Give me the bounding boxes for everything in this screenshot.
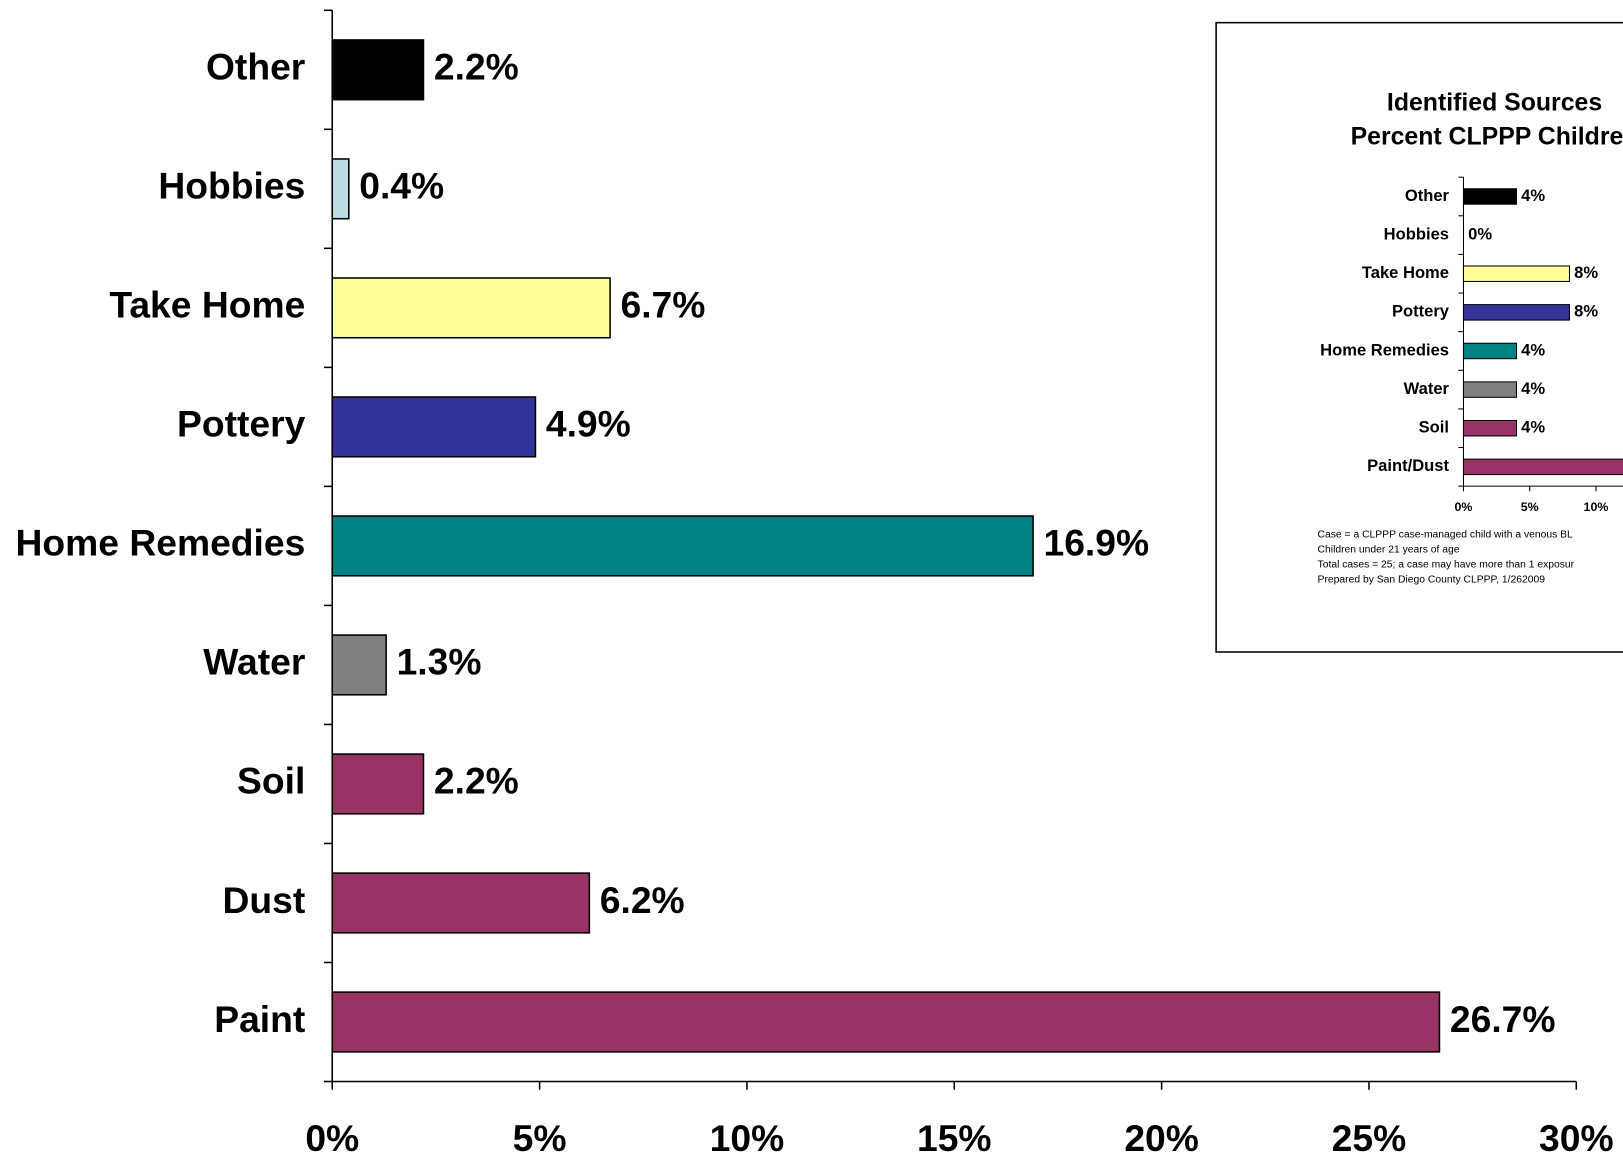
bar bbox=[331, 872, 591, 934]
bar bbox=[331, 634, 387, 696]
value-label: 16.9% bbox=[1043, 522, 1149, 564]
category-label: Paint/Dust bbox=[1367, 456, 1449, 475]
chart-group: 0% 5% 10% 15% 20% 25% 30% Other 2.2% Hobbies 0.4% T… bbox=[16, 9, 1623, 1159]
x-tick-label: 20% bbox=[1124, 1117, 1199, 1159]
value-label: 0% bbox=[1468, 224, 1492, 243]
category-label: Pottery bbox=[1392, 302, 1450, 321]
bar bbox=[331, 753, 425, 815]
bar bbox=[331, 39, 425, 101]
category-label: Soil bbox=[237, 760, 305, 802]
x-tick-label: 30% bbox=[1539, 1117, 1614, 1159]
inset-note: Total cases = 25; a case may have more t… bbox=[1318, 560, 1575, 571]
value-label: 26.7% bbox=[1450, 998, 1556, 1040]
x-tick-label: 25% bbox=[1332, 1117, 1407, 1159]
x-tick-label: 10% bbox=[710, 1117, 785, 1159]
category-label: Hobbies bbox=[158, 165, 305, 207]
value-label: 4.9% bbox=[546, 403, 631, 445]
value-label: 4% bbox=[1521, 340, 1545, 359]
inset-title: Percent CLPPP Children bbox=[1351, 124, 1623, 151]
x-tick-label: 15% bbox=[917, 1117, 992, 1159]
value-label: 8% bbox=[1574, 263, 1598, 282]
bar bbox=[1462, 304, 1570, 321]
bar bbox=[1462, 458, 1623, 476]
category-label: Dust bbox=[223, 879, 306, 921]
bar bbox=[1462, 381, 1517, 398]
x-tick-label: 5% bbox=[1521, 500, 1539, 514]
value-label: 6.2% bbox=[600, 879, 685, 921]
category-label: Home Remedies bbox=[16, 522, 306, 564]
bar bbox=[331, 515, 1034, 577]
bar bbox=[331, 158, 350, 220]
inset-note: Children under 21 years of age bbox=[1318, 544, 1460, 555]
bar bbox=[331, 277, 611, 339]
bar bbox=[331, 396, 537, 458]
category-label: Take Home bbox=[109, 284, 305, 326]
inset-title: Identified Sources bbox=[1387, 90, 1602, 117]
value-label: 1.3% bbox=[397, 641, 482, 683]
x-tick-label: 0% bbox=[1455, 500, 1473, 514]
category-label: Other bbox=[1405, 186, 1450, 205]
category-label: Water bbox=[1404, 379, 1450, 398]
bar bbox=[1462, 188, 1517, 205]
value-label: 4% bbox=[1521, 379, 1545, 398]
value-label: 6.7% bbox=[621, 284, 706, 326]
bar bbox=[1462, 342, 1517, 360]
x-tick-label: 0% bbox=[305, 1117, 359, 1159]
value-label: 2.2% bbox=[434, 46, 519, 88]
value-label: 8% bbox=[1574, 302, 1598, 321]
category-label: Paint bbox=[214, 998, 305, 1040]
inset-note: Case = a CLPPP case-managed child with a… bbox=[1318, 529, 1574, 540]
value-label: 4% bbox=[1521, 186, 1545, 205]
inset-frame bbox=[1215, 21, 1623, 653]
bar bbox=[1462, 265, 1570, 282]
value-label: 4% bbox=[1521, 418, 1545, 437]
x-tick-label: 10% bbox=[1584, 500, 1609, 514]
category-label: Water bbox=[203, 641, 305, 683]
inset-note: Prepared by San Diego County CLPPP, 1/26… bbox=[1318, 575, 1546, 586]
category-label: Pottery bbox=[177, 403, 306, 445]
x-tick-label: 5% bbox=[513, 1117, 567, 1159]
value-label: 0.4% bbox=[359, 165, 444, 207]
bar bbox=[1462, 419, 1517, 437]
bar bbox=[331, 991, 1441, 1053]
category-label: Soil bbox=[1419, 418, 1449, 437]
category-label: Take Home bbox=[1362, 263, 1449, 282]
category-label: Hobbies bbox=[1384, 224, 1449, 243]
value-label: 2.2% bbox=[434, 760, 519, 802]
category-label: Home Remedies bbox=[1320, 340, 1449, 359]
category-label: Other bbox=[206, 46, 305, 88]
